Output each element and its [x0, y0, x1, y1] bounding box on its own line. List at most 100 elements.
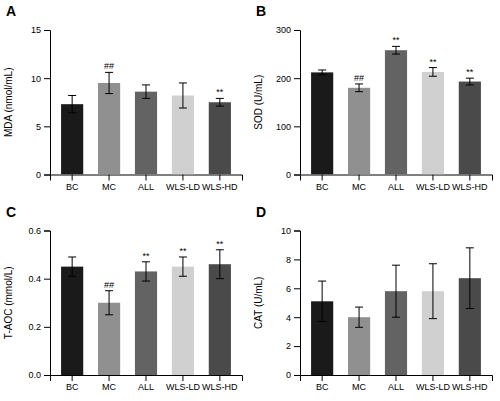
panel-label: A — [6, 3, 16, 19]
x-tick: WLS-HD — [452, 375, 488, 392]
y-axis-title: CAT (U/mL) — [253, 277, 264, 329]
x-tick-mark — [219, 375, 220, 381]
x-tick-label: BC — [66, 182, 79, 192]
annotation: ** — [392, 35, 400, 45]
figure: 051015BCMCALLWLS-LDWLS-HD##**MDA (nmol/m… — [0, 0, 500, 401]
y-tick-mark — [44, 78, 50, 79]
y-tick-mark — [44, 279, 50, 280]
bar — [98, 83, 120, 175]
y-tick-label: 10 — [31, 74, 41, 84]
y-tick-label: 10 — [281, 226, 291, 236]
bar — [209, 102, 231, 174]
y-axis-title: SOD (U/mL) — [253, 75, 264, 130]
y-axis-line — [44, 31, 51, 176]
x-tick-mark — [469, 175, 470, 181]
error-bar — [429, 264, 437, 319]
panel-label: B — [256, 3, 266, 19]
y-axis: 0 5 10 15 — [31, 25, 51, 180]
y-tick-mark — [44, 327, 50, 328]
y-tick-label: 0.0 — [28, 370, 41, 380]
x-tick: BC — [316, 175, 329, 192]
x-tick: MC — [352, 375, 366, 392]
x-tick: MC — [102, 175, 116, 192]
x-tick: MC — [102, 375, 116, 392]
x-tick: WLS-HD — [202, 175, 238, 192]
x-tick-label: WLS-HD — [202, 182, 238, 192]
y-tick-mark — [44, 231, 50, 232]
y-tick-label: 6 — [286, 284, 291, 294]
y-tick: 100 — [276, 122, 300, 132]
x-axis-line — [51, 175, 243, 181]
x-tick-label: MC — [352, 182, 366, 192]
annotation: ## — [104, 280, 114, 290]
x-tick-mark — [109, 375, 110, 381]
y-tick-mark — [294, 231, 300, 232]
x-tick-mark — [146, 375, 147, 381]
panel: 051015BCMCALLWLS-LDWLS-HD##**MDA (nmol/m… — [3, 3, 243, 192]
y-tick-label: 100 — [276, 122, 291, 132]
panel: 0.00.20.40.6BCMCALLWLS-LDWLS-HD##******T… — [3, 204, 243, 393]
x-tick-mark — [359, 175, 360, 181]
annotation: ** — [466, 67, 474, 77]
y-tick-mark — [294, 259, 300, 260]
x-axis: BC MC ALL WLS-LDWLS-HD — [51, 175, 243, 192]
error-bar — [105, 72, 113, 93]
y-tick: 15 — [31, 25, 50, 35]
y-tick: 10 — [31, 74, 50, 84]
x-tick-mark — [359, 375, 360, 381]
error-bar — [466, 78, 474, 85]
bar — [385, 50, 407, 174]
x-tick-mark — [109, 175, 110, 181]
error-bar — [216, 98, 224, 106]
y-tick-mark — [44, 175, 50, 176]
y-tick-label: 300 — [276, 25, 291, 35]
x-tick-label: MC — [352, 382, 366, 392]
y-tick-label: 0 — [286, 370, 291, 380]
y-tick-label: 4 — [286, 313, 291, 323]
x-tick-mark — [72, 175, 73, 181]
y-tick-mark — [44, 375, 50, 376]
x-tick-label: WLS-LD — [166, 382, 201, 392]
x-axis: BCMCALLWLS-LDWLS-HD — [51, 375, 243, 392]
error-bar — [142, 262, 150, 281]
y-tick-mark — [294, 346, 300, 347]
y-tick: 10 — [281, 226, 300, 236]
annotation: ** — [142, 251, 150, 261]
x-tick-label: ALL — [138, 182, 154, 192]
x-tick-label: BC — [316, 382, 329, 392]
x-axis-line — [301, 175, 493, 181]
y-axis-title: T-AOC (mmol/L) — [3, 266, 14, 339]
plot-area — [311, 248, 481, 375]
error-bar — [355, 307, 363, 327]
x-tick-mark — [182, 375, 183, 381]
annotation: ** — [429, 57, 437, 67]
x-tick-label: MC — [102, 182, 116, 192]
bar — [311, 72, 333, 174]
error-bar — [179, 257, 187, 276]
y-tick: 200 — [276, 74, 300, 84]
x-tick-label: WLS-LD — [166, 182, 201, 192]
error-bar — [142, 85, 150, 98]
y-tick: 4 — [286, 313, 300, 323]
bar — [348, 88, 370, 175]
y-tick: 0 — [36, 170, 50, 180]
x-tick-label: ALL — [388, 182, 404, 192]
error-bar — [318, 281, 326, 321]
bar — [459, 82, 481, 175]
y-tick: 2 — [286, 341, 300, 351]
y-axis: 0 100 200 300 — [276, 25, 301, 180]
annotation: ** — [179, 246, 187, 256]
error-bar — [105, 291, 113, 315]
y-tick: 0 — [286, 170, 300, 180]
error-bar — [392, 46, 400, 54]
bar — [61, 267, 83, 375]
x-tick-mark — [396, 375, 397, 381]
y-tick-label: 2 — [286, 341, 291, 351]
x-tick: WLS-LD — [166, 375, 201, 392]
y-tick-mark — [44, 30, 50, 31]
x-tick: WLS-LD — [416, 375, 451, 392]
x-tick: WLS-LD — [166, 175, 201, 192]
y-tick-label: 5 — [36, 122, 41, 132]
x-axis: BCMCALLWLS-LDWLS-HD — [301, 375, 493, 392]
y-axis-line — [294, 31, 301, 176]
